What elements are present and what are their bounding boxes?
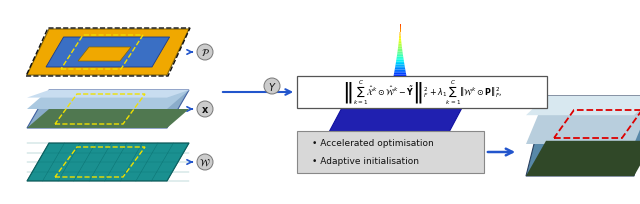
Polygon shape [399, 27, 401, 28]
Polygon shape [394, 70, 406, 72]
Polygon shape [393, 77, 407, 78]
Polygon shape [392, 80, 408, 81]
Text: • Adaptive initialisation: • Adaptive initialisation [312, 157, 419, 166]
Polygon shape [46, 38, 170, 68]
Polygon shape [320, 90, 472, 149]
FancyBboxPatch shape [297, 131, 484, 173]
Polygon shape [397, 54, 403, 56]
Circle shape [264, 79, 280, 94]
Polygon shape [399, 35, 401, 36]
Polygon shape [396, 64, 404, 65]
Text: $\mathcal{P}$: $\mathcal{P}$ [200, 47, 209, 58]
FancyBboxPatch shape [297, 77, 547, 109]
Polygon shape [399, 31, 401, 33]
Polygon shape [27, 30, 189, 76]
Polygon shape [399, 43, 401, 44]
Polygon shape [396, 60, 404, 62]
Circle shape [197, 102, 213, 118]
Polygon shape [27, 91, 189, 110]
Polygon shape [526, 141, 640, 176]
Text: $Y$: $Y$ [268, 81, 276, 93]
Polygon shape [397, 51, 403, 52]
Polygon shape [397, 52, 403, 54]
Polygon shape [398, 44, 402, 46]
Polygon shape [392, 85, 408, 86]
Polygon shape [394, 72, 406, 73]
Polygon shape [78, 48, 131, 62]
Polygon shape [399, 36, 401, 38]
Text: $\left\|\sum_{k=1}^{C} \hat{\mathcal{X}}^k \odot \hat{\mathcal{W}}^k - \tilde{\m: $\left\|\sum_{k=1}^{C} \hat{\mathcal{X}}… [342, 78, 502, 107]
Polygon shape [394, 73, 406, 75]
Polygon shape [526, 96, 640, 144]
Polygon shape [27, 143, 189, 181]
Polygon shape [399, 30, 401, 31]
Text: $\mathcal{W}$: $\mathcal{W}$ [199, 157, 211, 168]
Polygon shape [27, 91, 189, 98]
Polygon shape [399, 28, 401, 30]
Polygon shape [399, 41, 401, 43]
Polygon shape [396, 62, 404, 64]
Polygon shape [393, 78, 407, 80]
Polygon shape [392, 81, 408, 83]
Polygon shape [399, 33, 401, 35]
Polygon shape [395, 69, 405, 70]
Polygon shape [396, 59, 404, 60]
Polygon shape [397, 49, 403, 51]
Polygon shape [398, 48, 402, 49]
Polygon shape [394, 75, 406, 77]
Circle shape [197, 45, 213, 61]
Circle shape [197, 154, 213, 170]
Polygon shape [398, 46, 402, 48]
Polygon shape [391, 88, 409, 90]
Text: $\mathbf{x}$: $\mathbf{x}$ [201, 104, 209, 114]
Polygon shape [397, 56, 403, 57]
Polygon shape [392, 83, 408, 85]
Polygon shape [399, 38, 401, 39]
Polygon shape [396, 65, 404, 67]
Polygon shape [397, 57, 403, 59]
Polygon shape [399, 25, 401, 27]
Polygon shape [391, 86, 409, 88]
Polygon shape [526, 96, 640, 116]
Polygon shape [27, 91, 189, 128]
Text: • Accelerated optimisation: • Accelerated optimisation [312, 139, 434, 148]
Polygon shape [395, 67, 405, 69]
Polygon shape [27, 110, 189, 128]
Polygon shape [399, 39, 401, 41]
Polygon shape [526, 96, 640, 176]
